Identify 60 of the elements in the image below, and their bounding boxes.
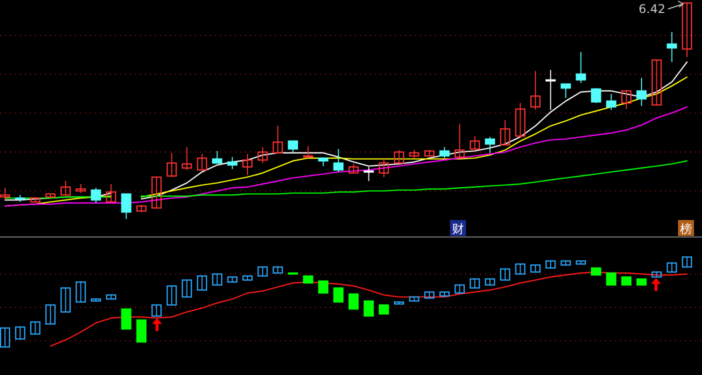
candlestick [166,285,177,306]
candlestick [272,125,283,154]
candlestick [151,304,162,317]
candlestick [500,120,510,146]
candlestick [333,148,344,172]
candlestick [151,176,162,209]
candlestick [60,180,71,196]
candlestick [182,146,192,170]
candlestick [0,187,10,200]
candlestick [196,153,208,171]
candlestick [682,256,692,268]
candlestick [121,193,132,220]
candlestick [242,153,253,176]
candlestick [30,321,40,335]
candlestick [652,59,662,106]
candlestick [60,287,71,313]
candlestick [590,88,602,104]
candlestick [76,184,86,194]
candlestick [546,69,556,110]
annotation: 6.42 [638,2,666,16]
candlestick [636,77,647,107]
candlestick [576,52,586,84]
candlestick [470,136,480,152]
candlestick [348,163,359,174]
candlestick [621,90,632,110]
candlestick [258,146,268,164]
candlestick [212,273,222,286]
candlestick [15,326,26,340]
candlestick [288,140,298,154]
candlestick [515,102,526,138]
candlestick [0,327,10,348]
candlestick [121,308,132,330]
candlestick [136,319,146,343]
candlestick [76,281,86,303]
candlestick [212,150,222,164]
candlestick [90,187,102,204]
candlestick [348,293,359,310]
candlestick [333,287,344,303]
candlestick [227,156,238,170]
candlestick [439,146,450,159]
candlestick [666,31,677,62]
candlestick [45,304,56,325]
candlestick [364,166,374,182]
candlestick [318,280,328,294]
candlestick [500,268,510,281]
candlestick [182,279,192,298]
candlestick [606,93,616,110]
candlestick [394,150,404,164]
candlestick [106,184,116,203]
candlestick [364,300,374,317]
candlestick [484,136,496,154]
candlestick [196,275,208,291]
candlestick [560,83,571,99]
candlestick [606,272,616,286]
candlestick [303,145,314,159]
candlestick [454,123,465,158]
candlestick [166,152,177,178]
candlestick [530,70,541,110]
candlestick [378,158,389,178]
candlestick [515,263,526,275]
